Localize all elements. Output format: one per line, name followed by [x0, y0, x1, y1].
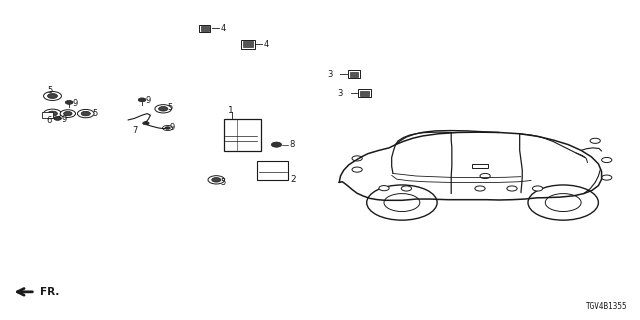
Circle shape [532, 186, 543, 191]
Circle shape [602, 157, 612, 163]
Text: 7: 7 [132, 126, 137, 135]
Circle shape [590, 138, 600, 143]
Circle shape [401, 186, 412, 191]
Circle shape [44, 109, 61, 118]
Bar [224, 119, 261, 151]
Bar [358, 89, 371, 98]
Text: 5: 5 [93, 109, 98, 118]
Circle shape [507, 186, 517, 191]
Circle shape [352, 156, 362, 161]
Circle shape [352, 167, 362, 172]
Bar [199, 25, 211, 32]
Bar [241, 40, 255, 49]
Text: 4: 4 [264, 40, 269, 49]
Text: 9: 9 [61, 115, 67, 124]
Text: 9: 9 [170, 124, 175, 132]
Circle shape [60, 110, 76, 117]
Text: FR.: FR. [40, 287, 59, 297]
Circle shape [159, 107, 168, 111]
Bar [360, 91, 369, 96]
Text: TGV4B1355: TGV4B1355 [586, 302, 627, 311]
Text: 5: 5 [47, 86, 52, 95]
Text: 4: 4 [220, 24, 225, 33]
Bar [201, 26, 209, 31]
Circle shape [163, 125, 173, 131]
Circle shape [77, 109, 94, 118]
Text: 8: 8 [289, 140, 294, 149]
Bar [42, 112, 53, 118]
Circle shape [44, 92, 61, 100]
Bar [472, 164, 488, 168]
Bar [349, 72, 358, 77]
Circle shape [143, 122, 149, 125]
Text: 9: 9 [146, 96, 151, 105]
Text: 5: 5 [221, 178, 226, 187]
Text: 3: 3 [338, 89, 343, 98]
Text: 6: 6 [46, 116, 51, 125]
Bar [257, 161, 288, 180]
Circle shape [480, 173, 490, 179]
Circle shape [138, 98, 146, 102]
Bar [243, 41, 253, 47]
Circle shape [155, 105, 172, 113]
Text: 5: 5 [168, 103, 173, 112]
Circle shape [54, 116, 61, 120]
Circle shape [47, 93, 58, 99]
Circle shape [212, 178, 221, 182]
Circle shape [63, 111, 72, 116]
Circle shape [602, 175, 612, 180]
Text: 1: 1 [228, 106, 234, 115]
Bar [348, 70, 360, 78]
Circle shape [271, 142, 282, 147]
Circle shape [81, 111, 90, 116]
Text: 2: 2 [291, 175, 296, 184]
Circle shape [65, 100, 73, 104]
Circle shape [475, 186, 485, 191]
Circle shape [165, 127, 170, 129]
Circle shape [47, 111, 58, 116]
Text: 3: 3 [328, 70, 333, 79]
Circle shape [208, 176, 225, 184]
Text: 9: 9 [73, 99, 78, 108]
Circle shape [379, 186, 389, 191]
